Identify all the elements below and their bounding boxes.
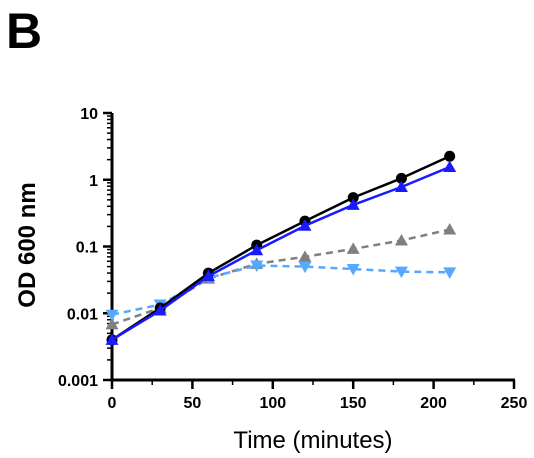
series-3-point — [394, 233, 408, 246]
series-4-point — [298, 261, 312, 274]
x-tick-label: 150 — [340, 395, 367, 412]
y-axis-title: OD 600 nm — [14, 182, 41, 307]
y-tick-label: 0.001 — [58, 373, 98, 390]
series-1-point — [444, 150, 456, 162]
panel-label: B — [6, 3, 42, 59]
y-tick-label: 0.1 — [76, 240, 98, 257]
series-4-point — [394, 266, 408, 279]
series-4-point — [346, 264, 360, 276]
y-tick-label: 1 — [89, 173, 98, 190]
series-3-point — [443, 222, 457, 235]
x-tick-label: 100 — [259, 395, 286, 412]
series-4-line — [111, 264, 450, 316]
series-2-point — [346, 198, 360, 210]
series-4-point — [443, 267, 457, 279]
series-2-point — [201, 269, 215, 282]
series-4-point — [105, 309, 119, 322]
series-1-line — [111, 155, 451, 341]
series-3-point — [298, 250, 312, 262]
series-4-point — [250, 260, 264, 272]
series-1-point — [395, 172, 407, 184]
series-3-point — [346, 242, 360, 254]
series-1-point — [347, 192, 359, 204]
series-2-point — [153, 303, 167, 316]
x-tick-label: 200 — [420, 395, 447, 412]
series-2-point — [105, 333, 119, 345]
x-tick-label: 250 — [501, 395, 528, 412]
y-tick-label: 10 — [80, 106, 98, 123]
series-2-point — [298, 219, 312, 231]
series-2-line — [111, 165, 451, 341]
x-tick-label: 0 — [108, 395, 117, 412]
x-tick-label: 50 — [184, 395, 202, 412]
series-2-point — [250, 243, 264, 256]
y-tick-label: 0.01 — [67, 306, 98, 323]
series-3-point — [105, 317, 119, 330]
x-axis-title: Time (minutes) — [233, 427, 392, 454]
series-2-point — [394, 180, 408, 192]
series-2-point — [443, 160, 457, 173]
